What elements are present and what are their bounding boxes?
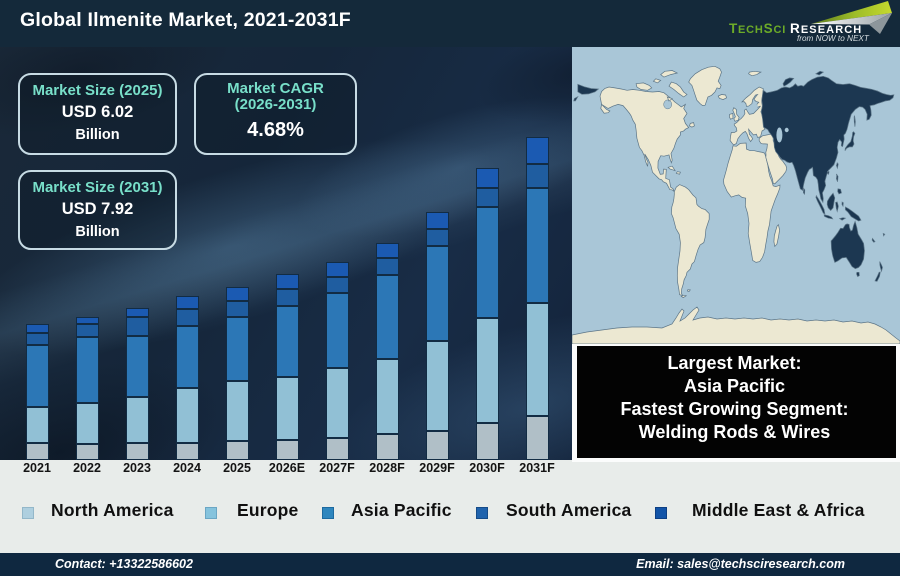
svg-text:RESEARCH: RESEARCH: [790, 21, 862, 36]
svg-text:from NOW to NEXT: from NOW to NEXT: [797, 34, 870, 43]
svg-text:TECHSCI: TECHSCI: [729, 21, 786, 36]
